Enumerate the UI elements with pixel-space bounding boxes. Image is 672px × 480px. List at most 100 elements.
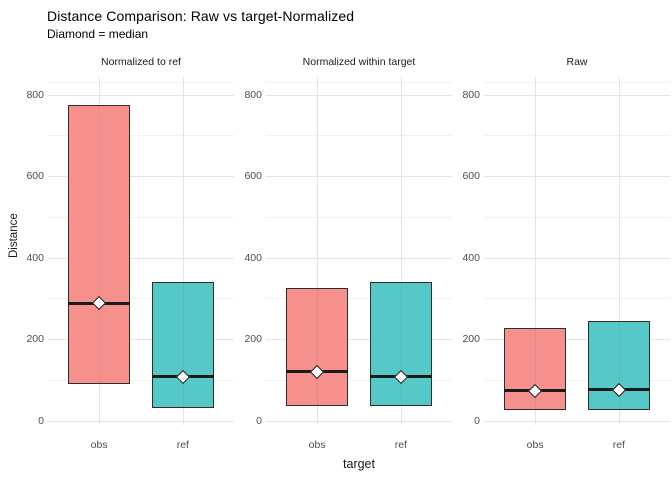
median-diamond-marker xyxy=(175,369,190,384)
x-tick-labels: obs ref xyxy=(22,425,234,453)
y-tick-label: 0 xyxy=(256,414,262,427)
x-tick-labels: obs ref xyxy=(240,425,452,453)
facet-1: Normalized within target 0 200 400 600 800 obs… xyxy=(240,47,452,453)
gridline-major xyxy=(48,176,234,177)
median-diamond-marker xyxy=(310,364,325,379)
y-tick-label: 0 xyxy=(474,414,480,427)
x-axis-title: target xyxy=(343,457,375,471)
chart-subtitle: Diamond = median xyxy=(47,27,149,41)
gridline-major xyxy=(484,339,670,340)
gridline-category xyxy=(618,77,620,425)
gridline-minor xyxy=(266,379,452,381)
gridline-major xyxy=(266,176,452,177)
median-diamond-marker xyxy=(528,383,543,398)
gridline-minor xyxy=(48,216,234,218)
box-obs xyxy=(503,328,567,411)
box-centerline xyxy=(618,322,620,410)
x-tick-label-obs: obs xyxy=(526,439,544,451)
y-tick-label: 600 xyxy=(244,170,262,182)
chart-area: Distance Normalized to ref 0 200 400 600 800 o… xyxy=(6,47,670,453)
facets-container: Normalized to ref 0 200 400 600 800 obs ref Norm… xyxy=(22,47,670,453)
gridline-major xyxy=(266,257,452,259)
y-tick-label: 200 xyxy=(462,333,480,345)
y-tick-label: 400 xyxy=(244,251,262,264)
y-tick-label: 400 xyxy=(462,251,480,264)
gridline-major xyxy=(48,94,234,96)
y-tick-labels: 0 200 400 600 800 xyxy=(240,77,266,427)
facet-panel-row: 0 200 400 600 800 xyxy=(458,77,670,427)
x-tick-label-ref: ref xyxy=(176,439,189,451)
median-diamond-marker xyxy=(393,369,408,384)
gridline-minor xyxy=(48,135,234,137)
gridline-minor xyxy=(266,135,452,137)
gridline-category xyxy=(400,77,402,425)
median-diamond-marker xyxy=(92,296,107,311)
box-centerline xyxy=(535,329,537,410)
x-tick-labels-inner: obs ref xyxy=(48,425,234,453)
y-axis-title: Distance xyxy=(8,213,20,259)
gridline-major xyxy=(484,94,670,96)
gridline-category xyxy=(535,77,537,425)
y-tick-label: 800 xyxy=(244,88,262,101)
y-tick-labels: 0 200 400 600 800 xyxy=(458,77,484,427)
facet-panel-row: 0 200 400 600 800 xyxy=(22,77,234,427)
gridline-minor xyxy=(484,216,670,218)
y-tick-label: 600 xyxy=(462,170,480,182)
gridline-category xyxy=(182,77,184,425)
chart-title: Distance Comparison: Raw vs target-Norma… xyxy=(47,8,355,24)
box-centerline xyxy=(182,282,184,408)
gridline-minor xyxy=(484,135,670,137)
x-tick-labels-inner: obs ref xyxy=(266,425,452,453)
x-tick-labels-inner: obs ref xyxy=(484,425,670,453)
gridline-minor xyxy=(484,82,670,83)
plot-panel xyxy=(48,77,234,425)
facet-2: Raw 0 200 400 600 800 obs ref xyxy=(458,47,670,453)
gridline-minor xyxy=(48,298,234,300)
gridline-minor xyxy=(48,379,234,381)
box-ref xyxy=(587,321,650,411)
box-obs xyxy=(67,104,131,384)
y-tick-label: 0 xyxy=(38,414,44,427)
x-tick-labels: obs ref xyxy=(458,425,670,453)
x-tick-label-obs: obs xyxy=(308,439,326,451)
facet-label: Normalized within target xyxy=(302,56,416,68)
y-tick-labels: 0 200 400 600 800 xyxy=(22,77,48,427)
gridline-minor xyxy=(484,298,670,300)
x-tick-label-ref: ref xyxy=(612,439,625,451)
gridline-minor xyxy=(266,216,452,218)
median-diamond-marker xyxy=(611,382,626,397)
plot-panel xyxy=(266,77,452,425)
gridline-minor xyxy=(266,298,452,300)
box-centerline xyxy=(317,289,319,406)
facet-panel-row: 0 200 400 600 800 xyxy=(240,77,452,427)
x-tick-label-ref: ref xyxy=(394,439,407,451)
plot-panel xyxy=(484,77,670,425)
x-tick-label-obs: obs xyxy=(90,439,108,451)
facet-label: Normalized to ref xyxy=(101,56,181,68)
gridline-major xyxy=(266,420,452,422)
gridline-major xyxy=(48,420,234,422)
gridline-minor xyxy=(266,82,452,83)
gridline-major xyxy=(48,339,234,340)
gridline-major xyxy=(48,257,234,259)
gridline-major xyxy=(266,94,452,96)
gridline-major xyxy=(484,420,670,422)
y-tick-label: 200 xyxy=(244,333,262,345)
facet-0: Normalized to ref 0 200 400 600 800 obs ref xyxy=(22,47,234,453)
box-ref xyxy=(369,281,432,407)
gridline-minor xyxy=(484,379,670,381)
gridline-major xyxy=(266,339,452,340)
gridline-major xyxy=(484,176,670,177)
y-tick-label: 200 xyxy=(26,333,44,345)
y-tick-label: 800 xyxy=(462,88,480,101)
gridline-category xyxy=(317,77,319,425)
gridline-major xyxy=(484,257,670,259)
y-tick-label: 600 xyxy=(26,170,44,182)
gridline-minor xyxy=(48,82,234,83)
box-centerline xyxy=(99,105,101,383)
y-tick-label: 400 xyxy=(26,251,44,264)
box-obs xyxy=(285,288,349,407)
y-tick-label: 800 xyxy=(26,88,44,101)
facet-label: Raw xyxy=(566,56,588,68)
